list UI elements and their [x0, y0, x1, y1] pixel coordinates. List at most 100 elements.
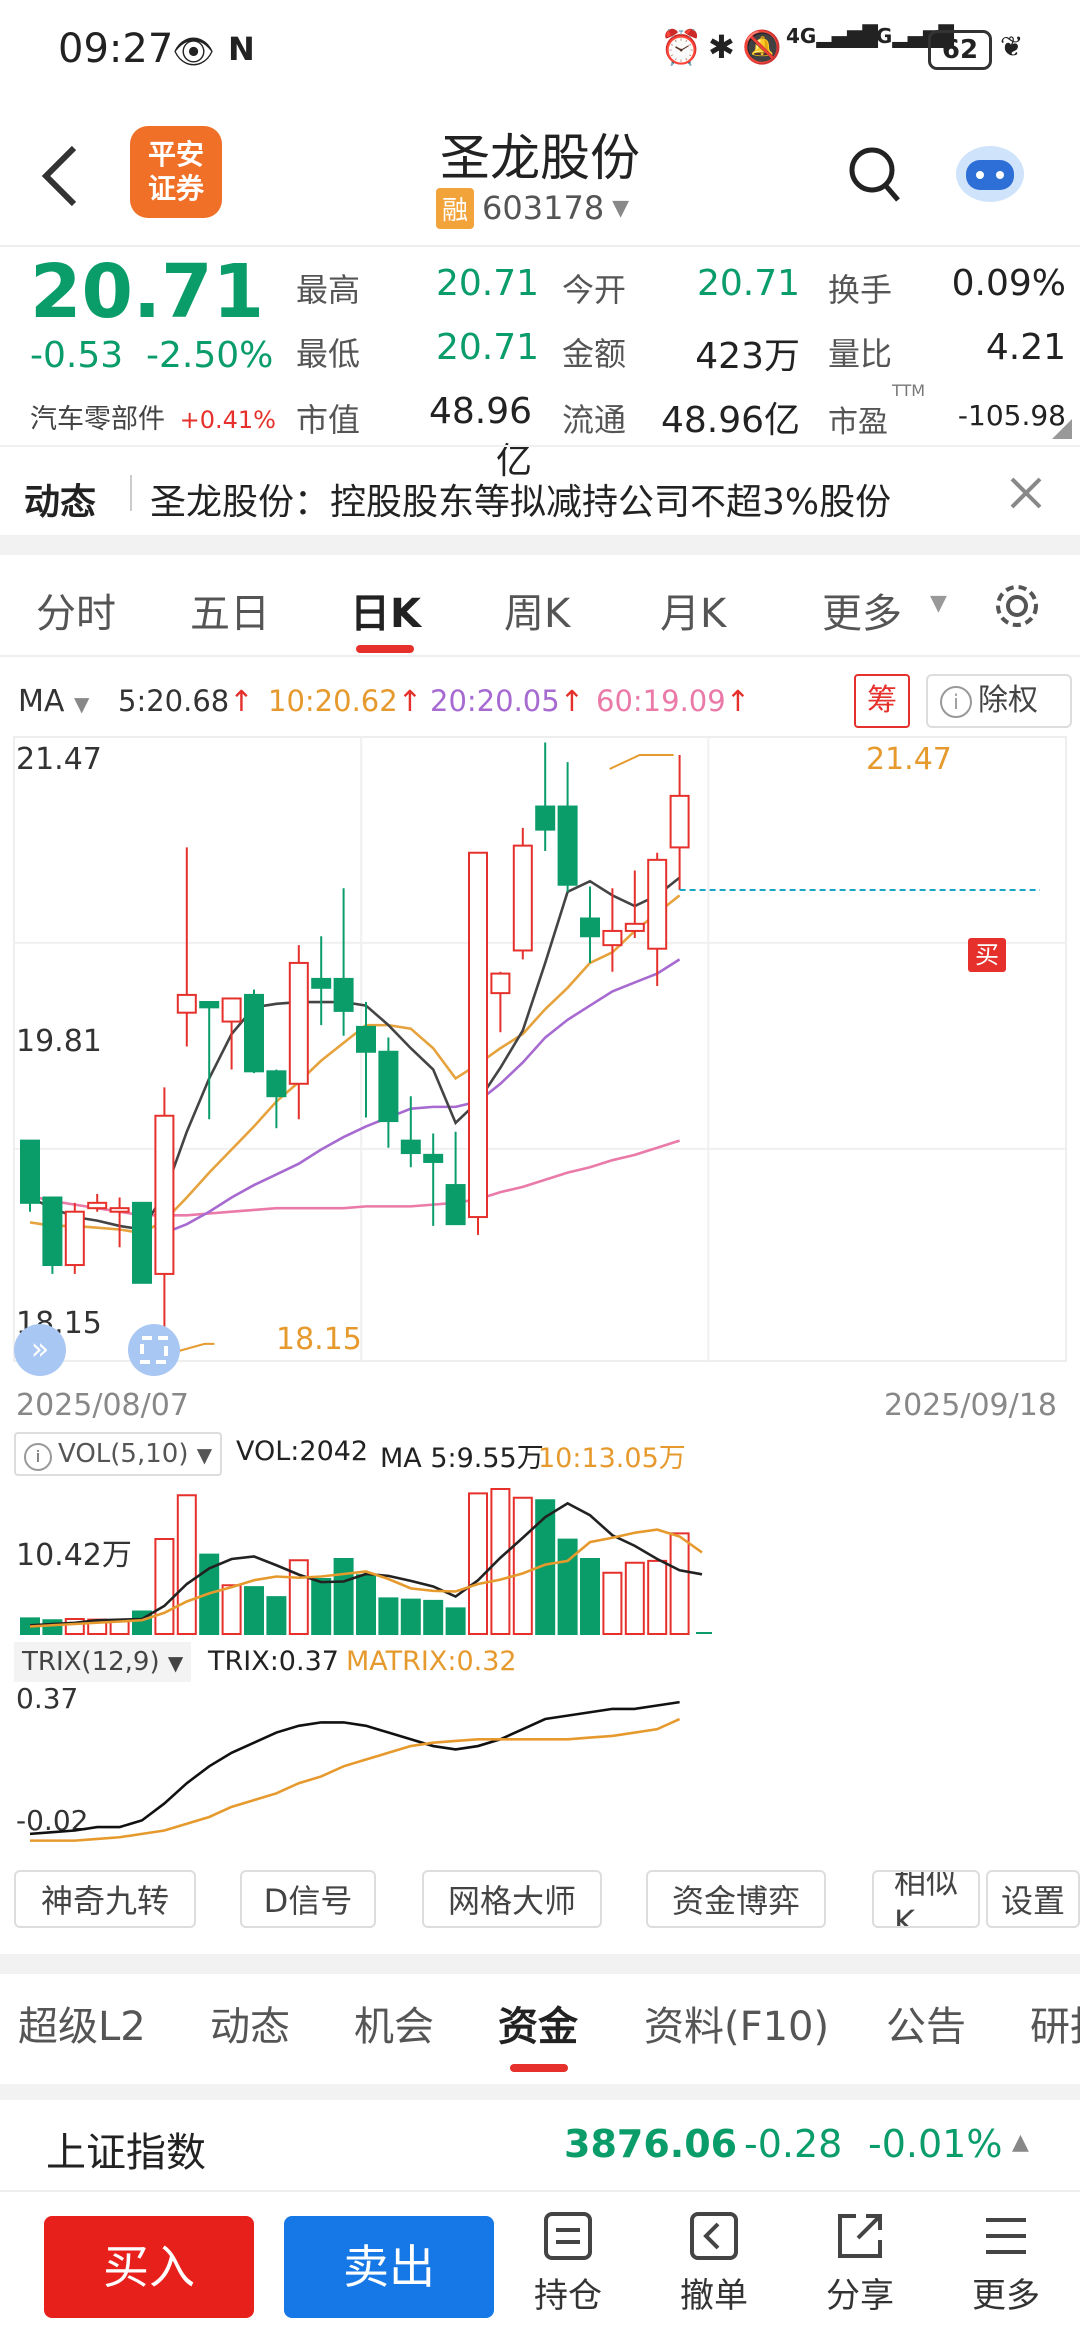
- price-change-pct: -2.50%: [146, 335, 274, 376]
- candle-26: [602, 888, 623, 972]
- news-headline[interactable]: 圣龙股份：控股股东等拟减持公司不超3%股份: [150, 482, 892, 523]
- more-button[interactable]: 更多: [946, 2210, 1066, 2317]
- cancel-order-button[interactable]: 撤单: [654, 2210, 774, 2317]
- vol-ma5: MA 5:9.55万: [380, 1443, 544, 1474]
- volume-bar-18: [423, 1599, 444, 1635]
- candle-12: [288, 945, 309, 1120]
- candle-body: [602, 929, 623, 947]
- last-price: 20.71: [30, 249, 265, 335]
- chart-period-tabs: 分时 五日 日K 周K 月K 更多 ▼: [0, 555, 1080, 657]
- candlestick-chart[interactable]: [0, 735, 1080, 1365]
- tool-grid-master[interactable]: 网格大师: [422, 1870, 602, 1928]
- trix-line: [29, 1700, 680, 1836]
- expand-sidebar-icon[interactable]: »: [14, 1324, 66, 1376]
- tab-f10[interactable]: 资料(F10): [644, 2004, 830, 2050]
- candle-body: [669, 794, 690, 849]
- candle-22: [512, 827, 533, 960]
- trix-chart[interactable]: [0, 1684, 1080, 1854]
- candle-body: [490, 972, 511, 995]
- ma5-value: 5:20.68↑: [118, 684, 254, 718]
- volume-bar-29: [669, 1532, 690, 1635]
- tab-news[interactable]: 动态: [210, 2004, 290, 2050]
- search-icon[interactable]: [848, 146, 904, 206]
- candle-body: [468, 851, 488, 1219]
- trix-chevron-down-icon: ▼: [167, 1651, 184, 1675]
- trix-value: TRIX:0.37: [208, 1646, 339, 1677]
- tab-five-day[interactable]: 五日: [190, 591, 270, 637]
- tab-monthly-k[interactable]: 月K: [660, 591, 727, 637]
- volume-bar-20: [468, 1492, 488, 1635]
- adjustment-label: 除权: [978, 683, 1038, 718]
- stat-label-turnover: 换手: [828, 271, 893, 309]
- index-ticker[interactable]: 上证指数 3876.06 -0.28 -0.01% ▲: [0, 2100, 1080, 2192]
- expand-corner-icon[interactable]: [1052, 419, 1072, 439]
- candle-16: [378, 1037, 399, 1148]
- info-section-tabs: 超级L2 动态 机会 资金 资料(F10) 公告 研报: [0, 1974, 1080, 2084]
- tab-super-l2[interactable]: 超级L2: [18, 2004, 146, 2050]
- gear-icon[interactable]: [992, 581, 1042, 631]
- volume-chart[interactable]: [0, 1474, 1080, 1640]
- candle-23: [535, 742, 556, 851]
- settings-button[interactable]: 设置: [986, 1870, 1080, 1928]
- stat-value-high: 20.71: [436, 263, 540, 304]
- candle-body: [288, 961, 309, 1085]
- ma5-up-arrow-icon: ↑: [229, 684, 254, 718]
- candle-body: [378, 1050, 399, 1123]
- tool-magic-nine[interactable]: 神奇九转: [14, 1870, 196, 1928]
- fullscreen-icon[interactable]: [128, 1324, 180, 1376]
- sector-link[interactable]: 汽车零部件 +0.41%: [30, 397, 276, 436]
- candle-body: [87, 1201, 108, 1210]
- close-icon[interactable]: [1008, 475, 1044, 511]
- robot-assistant-icon[interactable]: [950, 136, 1030, 206]
- index-value: 3876.06: [564, 2122, 738, 2166]
- position-button[interactable]: 持仓: [508, 2210, 628, 2317]
- tab-research[interactable]: 研报: [1030, 2004, 1080, 2050]
- tab-announcements[interactable]: 公告: [886, 2004, 966, 2050]
- tool-similar-k[interactable]: 相似K: [872, 1870, 980, 1928]
- indicator-tools: 神奇九转 D信号 网格大师 资金博弈 相似K 设置: [0, 1870, 1080, 1934]
- adjustment-button[interactable]: i 除权: [926, 674, 1072, 728]
- tool-d-signal[interactable]: D信号: [240, 1870, 376, 1928]
- share-label: 分享: [826, 2276, 894, 2316]
- trix-indicator-selector[interactable]: TRIX(12,9) ▼: [14, 1642, 192, 1682]
- candle-8: [199, 1001, 220, 1120]
- stat-label-high: 最高: [296, 271, 361, 309]
- volume-bar-22: [512, 1496, 533, 1635]
- tab-opportunity[interactable]: 机会: [354, 2004, 434, 2050]
- news-divider: [130, 475, 132, 511]
- candle-21: [490, 971, 511, 1033]
- tab-funds[interactable]: 资金: [498, 2004, 578, 2050]
- buy-button[interactable]: 买入: [44, 2216, 254, 2318]
- stock-code-selector[interactable]: 融 603178 ▼: [436, 187, 629, 229]
- stat-value-amount: 423万: [695, 336, 800, 377]
- candle-6: [154, 1087, 175, 1354]
- tool-fund-game[interactable]: 资金博弈: [646, 1870, 826, 1928]
- candle-body: [557, 805, 578, 886]
- tab-intraday[interactable]: 分时: [36, 591, 116, 637]
- volume-indicator-selector[interactable]: i VOL(5,10) ▼: [14, 1432, 223, 1476]
- stat-label-pe: 市盈: [828, 405, 888, 440]
- bluetooth-icon: ✱: [708, 28, 735, 66]
- ma10-value: 10:20.62↑: [268, 684, 422, 718]
- tab-more[interactable]: 更多: [822, 591, 902, 637]
- stat-value-volume-ratio: 4.21: [985, 327, 1066, 368]
- candle-25: [580, 886, 600, 963]
- candle-7: [176, 847, 197, 1047]
- back-arrow-icon[interactable]: [40, 144, 80, 208]
- volume-bar-28: [647, 1559, 668, 1635]
- tab-daily-k[interactable]: 日K: [350, 591, 421, 637]
- candle-body: [20, 1139, 40, 1204]
- buy-signal-marker[interactable]: 买: [968, 938, 1006, 972]
- leaf-icon: ❦: [1000, 30, 1024, 63]
- volume-bar-7: [176, 1494, 197, 1635]
- logo-text-1: 平安: [147, 138, 204, 171]
- ma-selector[interactable]: MA ▼: [18, 684, 89, 719]
- candle-body: [624, 922, 645, 932]
- chip-distribution-button[interactable]: 筹: [854, 674, 910, 728]
- sell-button[interactable]: 卖出: [284, 2216, 494, 2318]
- share-button[interactable]: 分享: [800, 2210, 920, 2317]
- battery-indicator: 62: [928, 30, 992, 70]
- index-change-pct: -0.01%: [868, 2122, 1003, 2166]
- news-ticker[interactable]: 动态 圣龙股份：控股股东等拟减持公司不超3%股份: [0, 445, 1080, 537]
- tab-weekly-k[interactable]: 周K: [504, 591, 571, 637]
